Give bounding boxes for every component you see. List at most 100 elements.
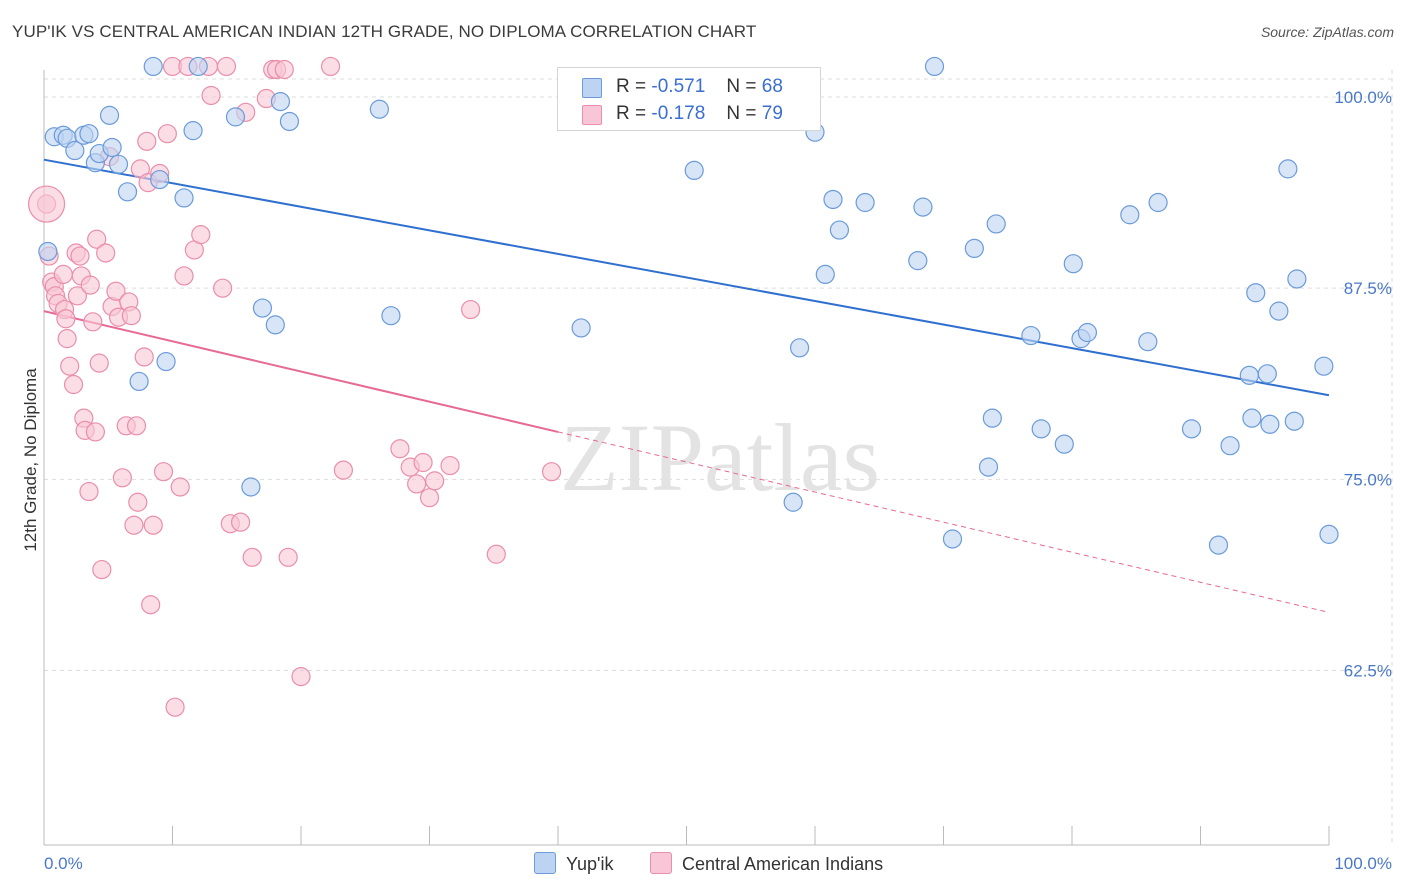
point-yupik [174, 188, 194, 208]
point-yupik [1077, 322, 1098, 343]
tick-labels: 100.0% 87.5% 75.0% 62.5% 0.0% 100.0% [44, 88, 1392, 873]
bottom-legend-swatch-cai [650, 852, 672, 874]
point-central-american-indians [128, 492, 148, 512]
point-yupik [1242, 408, 1262, 428]
point-yupik [143, 56, 163, 77]
stats-legend: R = -0.571 N = 68 R = -0.178 N = 79 [557, 67, 821, 131]
series-central-american-indians [27, 56, 562, 717]
point-yupik [908, 251, 928, 271]
point-central-american-indians [67, 286, 88, 306]
point-yupik [986, 214, 1006, 234]
legend-r-value: -0.178 [651, 103, 706, 124]
point-yupik [783, 492, 803, 512]
legend-n-value: 79 [761, 103, 783, 124]
point-central-american-indians [413, 452, 433, 473]
point-central-american-indians [440, 455, 460, 476]
trend-line-yupik [43, 158, 1330, 397]
point-yupik [1257, 364, 1277, 384]
point-yupik [279, 111, 300, 132]
point-yupik [108, 154, 129, 174]
point-central-american-indians [278, 547, 298, 567]
point-central-american-indians [134, 347, 154, 367]
trend-lines [43, 158, 1330, 613]
x-tick-label: 0.0% [44, 854, 83, 873]
point-central-american-indians [57, 329, 77, 349]
point-yupik [1031, 419, 1051, 439]
point-yupik [1021, 325, 1041, 346]
point-yupik [99, 105, 120, 125]
point-central-american-indians [333, 460, 354, 480]
point-yupik [381, 306, 401, 326]
point-central-american-indians [87, 229, 107, 249]
bottom-legend-label-cai: Central American Indians [682, 854, 884, 874]
point-yupik [924, 56, 945, 77]
point-central-american-indians [70, 246, 90, 266]
point-yupik [369, 99, 389, 119]
point-central-american-indians [390, 439, 410, 459]
point-yupik [1220, 436, 1240, 456]
point-central-american-indians [63, 374, 84, 395]
point-yupik [1148, 192, 1168, 213]
point-central-american-indians [153, 462, 174, 482]
point-yupik [156, 351, 176, 372]
point-central-american-indians [124, 515, 144, 535]
point-central-american-indians [231, 512, 251, 532]
point-central-american-indians [170, 477, 190, 497]
y-tick-label: 75.0% [1344, 470, 1392, 489]
point-central-american-indians [213, 278, 233, 298]
point-central-american-indians [291, 667, 311, 687]
point-central-american-indians [274, 59, 294, 80]
point-central-american-indians [137, 131, 157, 151]
point-yupik [1054, 434, 1074, 454]
point-central-american-indians [407, 474, 427, 494]
point-central-american-indians [80, 275, 100, 295]
point-yupik [241, 477, 261, 497]
bottom-legend-label-yupik: Yup'ik [566, 854, 614, 874]
point-central-american-indians [174, 266, 194, 286]
legend-r-label: R = [616, 103, 647, 124]
trend-line-cai-extension [557, 431, 1330, 613]
point-yupik [1181, 419, 1202, 439]
point-yupik [823, 189, 843, 210]
point-yupik [1269, 301, 1289, 321]
point-yupik [789, 338, 810, 358]
point-central-american-indians [56, 309, 76, 329]
trend-line-cai [43, 310, 559, 433]
point-central-american-indians [461, 299, 481, 320]
legend-swatch-yupik [582, 78, 602, 98]
point-yupik [1319, 524, 1339, 544]
point-yupik [102, 137, 122, 158]
point-yupik [188, 56, 208, 77]
point-yupik [1260, 414, 1280, 434]
point-yupik [684, 160, 704, 181]
point-yupik [1246, 283, 1266, 303]
point-central-american-indians [106, 281, 126, 301]
watermark: ZIPatlas [560, 404, 880, 511]
point-yupik [1314, 356, 1334, 376]
series-yupik [38, 56, 1339, 555]
point-yupik [571, 318, 591, 338]
point-central-american-indians [541, 462, 562, 482]
chart-title: YUP'IK VS CENTRAL AMERICAN INDIAN 12TH G… [12, 22, 757, 41]
point-yupik [913, 197, 933, 217]
x-tick-label: 100.0% [1334, 854, 1392, 873]
point-central-american-indians [157, 124, 177, 144]
point-yupik [942, 529, 963, 549]
point-central-american-indians [216, 56, 237, 77]
y-tick-label: 62.5% [1344, 662, 1392, 681]
point-central-american-indians [201, 85, 221, 106]
point-yupik [1284, 411, 1304, 431]
point-central-american-indians [121, 306, 141, 326]
point-central-american-indians [83, 312, 103, 332]
point-central-american-indians [89, 353, 109, 373]
point-yupik [829, 220, 850, 240]
point-yupik [978, 457, 999, 477]
legend-r-value: -0.571 [651, 76, 706, 97]
point-yupik [79, 124, 99, 144]
point-yupik [1208, 535, 1229, 555]
legend-r-label: R = [616, 76, 647, 97]
point-central-american-indians [419, 488, 440, 508]
point-yupik [1239, 365, 1259, 385]
point-yupik [252, 298, 273, 318]
